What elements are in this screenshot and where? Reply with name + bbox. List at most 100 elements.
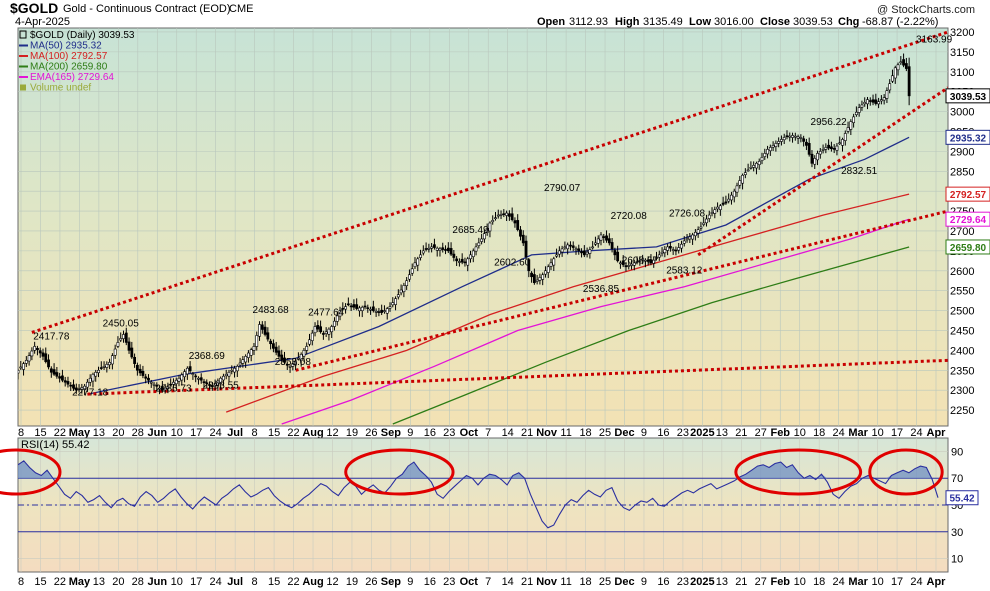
candle-body	[191, 373, 195, 375]
candle-body	[394, 298, 397, 305]
candle-body	[902, 59, 905, 66]
candle-body	[105, 364, 109, 368]
candle-body	[832, 148, 836, 150]
price-x-tick: Feb	[770, 427, 790, 439]
candle-body	[893, 67, 897, 79]
candle-body	[785, 135, 789, 138]
candle-body	[308, 339, 311, 345]
candle-body	[871, 99, 875, 103]
chart-header: $GOLD Gold - Continuous Contract (EOD) C…	[10, 0, 975, 28]
candle-body	[338, 310, 342, 317]
candle-body	[485, 228, 489, 233]
rsi-x-tick: May	[69, 576, 91, 588]
candle-body	[710, 212, 714, 214]
candle-body	[102, 365, 106, 368]
price-annotation: 2720.08	[611, 211, 648, 222]
candle-body	[677, 247, 681, 251]
price-x-tick: 23	[443, 427, 455, 439]
rsi-x-tick: 9	[407, 576, 413, 588]
stockcharts-watermark: @ StockCharts.com	[877, 4, 975, 16]
price-annotation: 2790.07	[544, 183, 581, 194]
candle-body	[499, 214, 503, 216]
candle-body	[827, 144, 831, 149]
rsi-highlight-circle	[868, 448, 944, 496]
candle-body	[646, 259, 650, 262]
candle-body	[24, 360, 28, 364]
candle-body	[560, 248, 564, 253]
candle-body	[799, 137, 803, 139]
rsi-x-tick: Apr	[927, 576, 947, 588]
candle-body	[349, 305, 353, 308]
candle-body	[599, 234, 603, 241]
price-x-tick: Dec	[614, 427, 634, 439]
candle-body	[444, 249, 447, 251]
candle-body	[160, 386, 164, 391]
candle-body	[388, 306, 392, 309]
candle-body	[127, 341, 131, 351]
candle-body	[571, 245, 575, 248]
price-x-tick: 24	[833, 427, 845, 439]
candle-body	[766, 149, 769, 155]
candle-body	[310, 332, 314, 341]
price-annotation: 2450.05	[103, 318, 140, 329]
candle-body	[743, 172, 747, 175]
candle-body	[52, 369, 56, 375]
ohlc-open-label: Open	[537, 16, 565, 28]
rsi-title: RSI(14) 55.42	[21, 439, 89, 451]
candle-body	[305, 346, 309, 351]
candle-body	[838, 142, 842, 145]
candle-body	[860, 104, 864, 108]
candle-body	[391, 302, 395, 306]
candle-body	[624, 265, 628, 268]
price-annotations: 2417.78 2450.05 2277.18 2368.69 2286.73 2293.…	[33, 34, 952, 398]
candle-body	[641, 258, 645, 261]
price-x-tick: 7	[485, 427, 491, 439]
ohlc-low-value: 3016.00	[714, 16, 754, 28]
rsi-x-tick: Oct	[460, 576, 479, 588]
candle-body	[116, 342, 120, 347]
trend-line-1	[697, 86, 948, 257]
candle-body	[519, 229, 522, 237]
candle-body	[805, 141, 808, 146]
candle-body	[61, 375, 64, 381]
candle-body	[333, 320, 336, 327]
candle-body	[555, 254, 558, 257]
candle-body	[721, 202, 725, 205]
candle-body	[455, 258, 459, 262]
rsi-x-tick: Aug	[302, 576, 323, 588]
candle-body	[408, 274, 411, 280]
rsi-x-tick: 2025	[690, 576, 714, 588]
candle-body	[866, 99, 869, 105]
candle-body	[77, 388, 81, 391]
candle-body	[466, 258, 470, 266]
candle-body	[696, 229, 700, 234]
price-x-tick: May	[69, 427, 91, 439]
price-x-tick: 17	[891, 427, 903, 439]
ma-line-3	[392, 246, 910, 425]
price-x-tick: Mar	[848, 427, 868, 439]
candle-body	[99, 367, 103, 369]
rsi-x-tick: 15	[268, 576, 280, 588]
candle-body	[580, 251, 583, 254]
candle-body	[494, 217, 497, 220]
trend-lines	[31, 30, 948, 396]
candle-body	[86, 381, 89, 388]
rsi-x-tick: Dec	[614, 576, 634, 588]
candle-body	[227, 371, 231, 377]
candle-body	[252, 346, 256, 351]
price-tag: 2659.80	[950, 243, 987, 254]
candle-body	[668, 246, 672, 249]
candle-body	[605, 235, 608, 241]
candle-body	[591, 246, 595, 249]
candle-body	[535, 279, 539, 282]
candle-body	[147, 377, 150, 381]
candle-body	[879, 99, 883, 102]
candle-body	[471, 250, 475, 257]
candle-body	[380, 309, 384, 313]
rsi-y-tick: 30	[951, 527, 963, 539]
candle-body	[91, 373, 95, 382]
candle-body	[458, 261, 461, 263]
candle-body	[97, 369, 100, 374]
price-x-tick: 12	[326, 427, 338, 439]
candle-body	[210, 385, 214, 387]
